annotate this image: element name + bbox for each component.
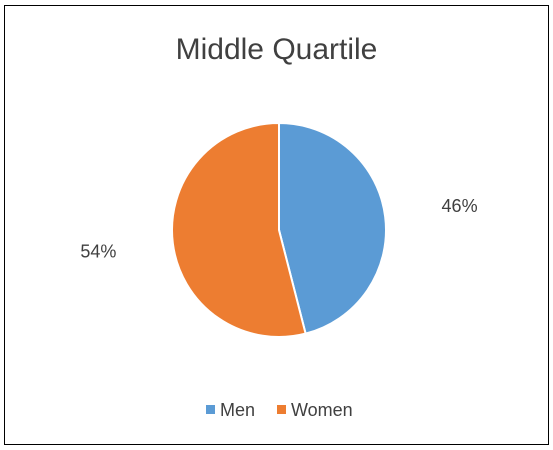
pie-slices [171, 121, 387, 338]
data-label-women: 54% [80, 242, 116, 262]
pie-slice-men [278, 121, 387, 335]
legend-label-men: Men [220, 400, 255, 420]
legend-swatch-women [277, 405, 286, 414]
legend-label-women: Women [291, 400, 353, 420]
pie-slice-women [171, 121, 307, 338]
legend-swatch-men [206, 405, 215, 414]
legend-item-women: Women [277, 400, 353, 420]
data-label-men: 46% [442, 196, 478, 216]
data-labels: 46% 54% [80, 196, 477, 262]
legend-item-men: Men [206, 400, 255, 420]
chart-title: Middle Quartile [176, 33, 378, 66]
legend: Men Women [206, 400, 353, 420]
